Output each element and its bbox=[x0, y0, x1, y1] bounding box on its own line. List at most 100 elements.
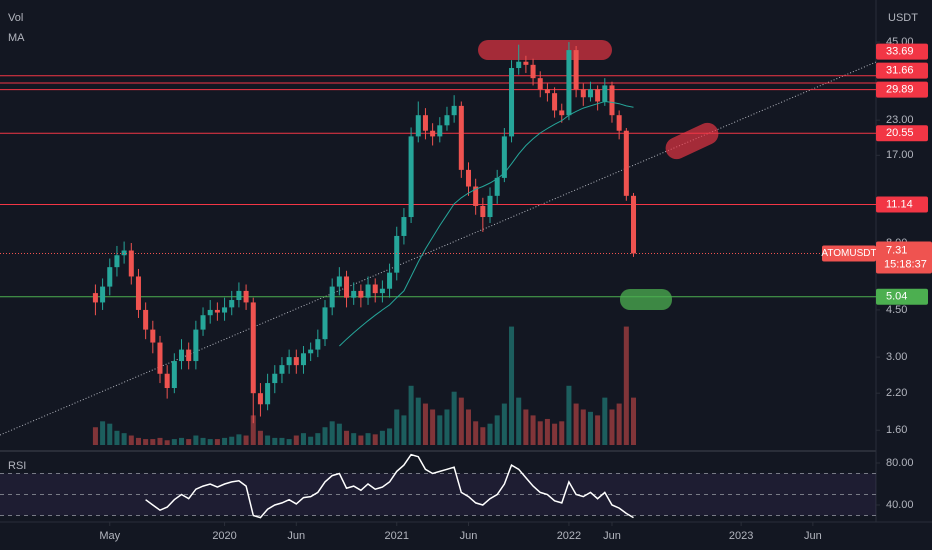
volume-bar bbox=[193, 435, 199, 445]
rsi-line bbox=[145, 453, 634, 519]
x-tick-label: Jun bbox=[804, 530, 822, 542]
volume-bar bbox=[387, 428, 393, 445]
volume-bar bbox=[128, 435, 134, 445]
currency-label: USDT bbox=[888, 12, 918, 24]
volume-bar bbox=[214, 439, 220, 445]
candle-body bbox=[150, 329, 156, 343]
candle-body bbox=[537, 78, 543, 90]
volume-bar bbox=[602, 397, 608, 445]
candle-body bbox=[157, 342, 163, 374]
candle-body bbox=[379, 288, 385, 294]
candle-body bbox=[580, 89, 586, 98]
volume-bar bbox=[430, 409, 436, 445]
candle-body bbox=[300, 353, 306, 366]
level-label: 29.89 bbox=[886, 84, 914, 96]
candle-body bbox=[480, 205, 486, 218]
candle-body bbox=[501, 136, 507, 178]
level-label: 20.55 bbox=[886, 127, 914, 139]
rsi-legend: RSI bbox=[8, 460, 26, 472]
rsi-tick-label: 80.00 bbox=[886, 457, 914, 469]
level-label-box bbox=[876, 43, 928, 60]
candle-body bbox=[121, 250, 127, 256]
volume-bar bbox=[250, 415, 256, 445]
candle-body bbox=[114, 255, 120, 268]
y-tick-label: 1.60 bbox=[886, 424, 907, 436]
candle-body bbox=[451, 105, 457, 116]
volume-bar bbox=[537, 421, 543, 445]
candle-body bbox=[552, 93, 558, 111]
ma-legend: MA bbox=[8, 32, 25, 44]
candle-body bbox=[630, 195, 637, 254]
volume-bar bbox=[509, 326, 515, 445]
candle-body bbox=[465, 169, 472, 187]
volume-legend: Vol bbox=[8, 12, 23, 24]
volume-bar bbox=[415, 397, 421, 445]
volume-bar bbox=[559, 421, 565, 445]
candle-body bbox=[387, 272, 393, 289]
volume-bar bbox=[143, 439, 149, 445]
volume-bar bbox=[379, 430, 385, 445]
candle-body bbox=[623, 130, 629, 196]
candle-body bbox=[100, 286, 106, 303]
volume-bar bbox=[265, 435, 271, 445]
candle-body bbox=[372, 284, 378, 294]
volume-bar bbox=[630, 397, 637, 445]
candle-body bbox=[315, 339, 321, 350]
volume-bar bbox=[344, 430, 350, 445]
candle-body bbox=[444, 115, 450, 126]
volume-bar bbox=[365, 433, 371, 445]
volume-bar bbox=[272, 437, 278, 445]
y-tick-label: 17.00 bbox=[886, 149, 914, 161]
candle-body bbox=[509, 68, 515, 137]
volume-bar bbox=[372, 434, 378, 445]
x-tick-label: 2023 bbox=[729, 530, 753, 542]
candle-body bbox=[214, 309, 220, 313]
volume-bar bbox=[171, 439, 177, 445]
candle-body bbox=[222, 307, 228, 313]
volume-bar bbox=[422, 403, 428, 445]
candle-body bbox=[401, 217, 407, 236]
candle-body bbox=[602, 85, 608, 102]
x-tick-label: 2020 bbox=[212, 530, 236, 542]
volume-bar bbox=[437, 415, 443, 445]
volume-bar bbox=[200, 437, 206, 445]
volume-bar bbox=[286, 439, 292, 445]
volume-bar bbox=[609, 409, 615, 445]
candle-body bbox=[250, 302, 256, 394]
candle-body bbox=[186, 349, 192, 362]
volume-bar bbox=[401, 415, 407, 445]
volume-bar bbox=[444, 409, 450, 445]
candle-body bbox=[487, 195, 493, 218]
x-tick-label: Jun bbox=[287, 530, 305, 542]
volume-bar bbox=[236, 434, 242, 445]
volume-bar bbox=[451, 391, 457, 445]
level-label-box bbox=[876, 81, 928, 98]
volume-bar bbox=[100, 421, 106, 445]
candle-body bbox=[523, 61, 529, 65]
rsi-tick-label: 40.00 bbox=[886, 499, 914, 511]
volume-bar bbox=[487, 423, 493, 445]
volume-bar bbox=[308, 436, 314, 445]
volume-bar bbox=[157, 437, 163, 445]
volume-bar bbox=[322, 427, 328, 445]
volume-bar bbox=[121, 433, 127, 445]
candle-body bbox=[422, 115, 428, 131]
candle-body bbox=[344, 276, 350, 298]
volume-bar bbox=[394, 409, 400, 445]
ma-line bbox=[339, 100, 634, 347]
volume-bar bbox=[566, 385, 572, 445]
candle-body bbox=[559, 110, 565, 116]
volume-bar bbox=[616, 403, 622, 445]
candle-body bbox=[229, 300, 235, 308]
candle-body bbox=[308, 349, 314, 354]
candle-body bbox=[293, 357, 299, 366]
volume-bar bbox=[150, 439, 156, 445]
candle-body bbox=[286, 357, 292, 366]
candle-body bbox=[164, 373, 170, 389]
candle-body bbox=[544, 89, 550, 94]
level-label: 31.66 bbox=[886, 65, 914, 77]
candle-body bbox=[430, 130, 436, 137]
level-label-box bbox=[876, 196, 928, 213]
